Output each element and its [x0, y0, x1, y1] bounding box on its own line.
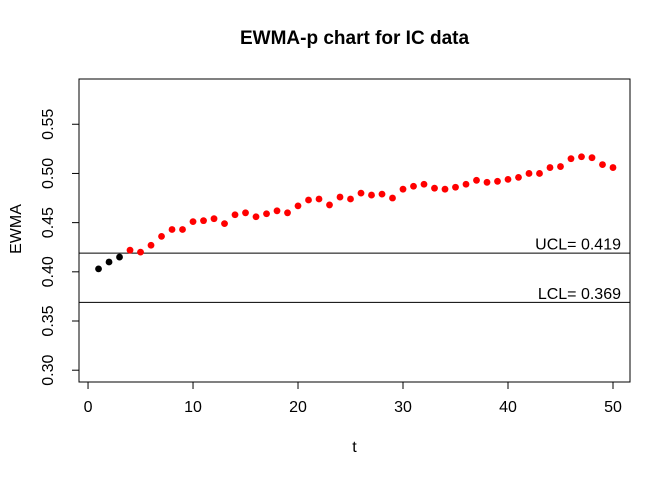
data-point [242, 209, 249, 217]
data-point [347, 195, 354, 203]
data-point [284, 209, 291, 217]
data-point [252, 213, 260, 221]
y-tick-label: 0.30 [40, 355, 57, 386]
chart-title: EWMA-p chart for IC data [239, 28, 470, 49]
x-tick-label: 40 [499, 399, 517, 416]
data-point [599, 161, 606, 168]
data-point [368, 191, 375, 199]
y-axis-ticks: 0.30 0.35 0.40 0.45 0.50 0.55 [40, 109, 79, 386]
data-point [147, 241, 155, 249]
data-point [557, 163, 564, 170]
data-point [378, 190, 386, 198]
data-point [357, 189, 365, 197]
data-point [410, 182, 417, 190]
data-point [609, 164, 617, 171]
data-point [567, 155, 575, 163]
x-tick-label: 0 [84, 399, 93, 416]
data-points [95, 153, 617, 273]
data-point [315, 195, 323, 203]
data-point [210, 215, 218, 223]
data-point [294, 202, 302, 210]
data-point [273, 207, 281, 215]
data-point [536, 170, 543, 177]
data-point [483, 178, 491, 186]
data-point [263, 210, 270, 218]
x-axis-ticks: 0 10 20 30 40 50 [84, 382, 622, 416]
y-tick-label: 0.55 [40, 109, 57, 140]
y-tick-label: 0.40 [40, 256, 57, 287]
data-point [168, 226, 176, 233]
data-point [525, 170, 533, 177]
y-tick-label: 0.50 [40, 158, 57, 189]
ucl-label: UCL= 0.419 [535, 237, 621, 254]
data-point [441, 185, 449, 193]
data-point [305, 196, 312, 204]
x-tick-label: 20 [289, 399, 307, 416]
data-point [95, 265, 102, 273]
data-point [420, 180, 428, 188]
y-tick-label: 0.45 [40, 207, 57, 238]
data-point [578, 153, 585, 161]
data-point [231, 211, 239, 219]
data-point [326, 201, 333, 209]
data-point [494, 177, 501, 185]
data-point [179, 226, 186, 233]
x-axis-label: t [352, 439, 357, 456]
data-point [504, 175, 512, 183]
data-point [546, 164, 554, 171]
data-point [336, 193, 344, 201]
data-point [515, 173, 522, 181]
x-tick-label: 30 [394, 399, 412, 416]
data-point [200, 217, 207, 225]
data-point [462, 180, 470, 188]
data-point [126, 246, 134, 254]
data-point [189, 218, 197, 226]
data-point [431, 184, 438, 192]
data-point [158, 233, 165, 240]
x-tick-label: 50 [604, 399, 622, 416]
data-point [452, 183, 459, 191]
data-point [389, 194, 396, 202]
data-point [137, 248, 144, 256]
x-tick-label: 10 [184, 399, 202, 416]
data-point [221, 220, 228, 228]
data-point [116, 253, 123, 261]
data-point [588, 154, 596, 162]
y-tick-label: 0.35 [40, 305, 57, 336]
plot-box [78, 78, 631, 383]
data-point [473, 176, 480, 184]
lcl-label: LCL= 0.369 [538, 286, 621, 303]
data-point [399, 185, 407, 193]
data-point [105, 258, 113, 266]
